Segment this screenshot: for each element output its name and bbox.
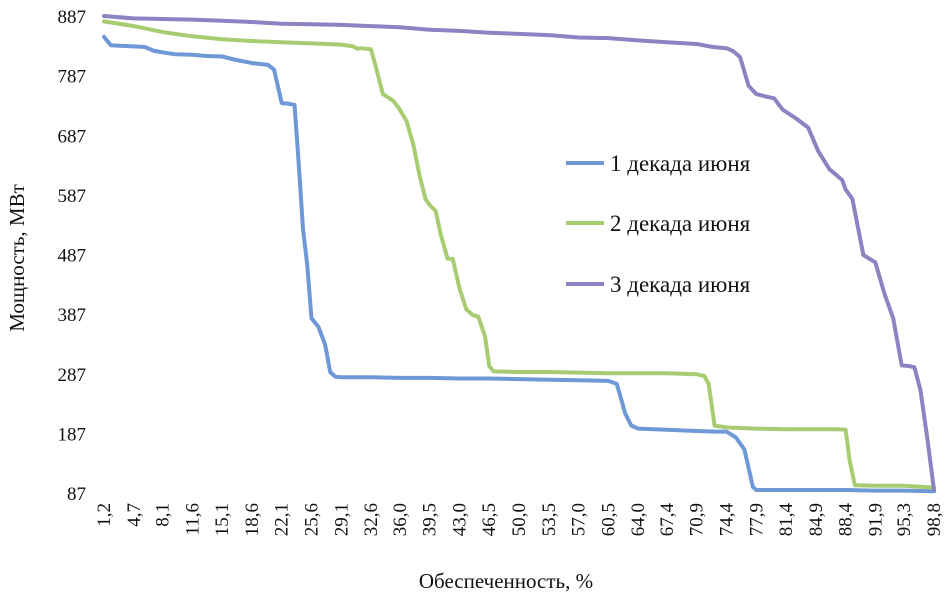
x-tick-label: 36,0: [390, 503, 411, 536]
x-tick-label: 32,6: [361, 503, 382, 536]
x-tick-label: 1,2: [94, 503, 115, 527]
x-tick-label: 77,9: [746, 503, 767, 536]
legend: 1 декада июня 2 декада июня 3 декада июня: [566, 151, 751, 297]
series-layer: [102, 14, 936, 494]
x-tick-label: 70,9: [687, 503, 708, 536]
x-tick-label: 57,0: [569, 503, 590, 536]
x-tick-label: 18,6: [242, 503, 263, 536]
series-line-1: [102, 34, 936, 494]
y-tick-label: 487: [58, 246, 87, 267]
x-tick-label: 95,3: [894, 503, 915, 536]
y-tick-label: 387: [58, 305, 87, 326]
x-tick-label: 4,7: [124, 503, 145, 527]
x-tick-label: 43,0: [449, 503, 470, 536]
series-line-2: [102, 19, 936, 490]
x-tick-label: 46,5: [479, 503, 500, 536]
y-tick-label: 87: [67, 484, 86, 505]
y-tick-label: 687: [58, 126, 87, 147]
x-tick-label: 67,4: [657, 503, 678, 537]
x-tick-label: 81,4: [776, 503, 797, 537]
y-tick-label: 887: [58, 7, 87, 28]
x-tick-label: 84,9: [806, 503, 827, 536]
legend-label-2: 2 декада июня: [610, 211, 751, 236]
x-tick-label: 8,1: [153, 503, 174, 527]
x-tick-label: 88,4: [836, 503, 857, 537]
x-tick-label: 25,6: [302, 503, 323, 536]
legend-label-3: 3 декада июня: [610, 272, 751, 297]
x-tick-label: 11,6: [182, 503, 203, 536]
legend-label-1: 1 декада июня: [610, 151, 751, 176]
y-axis-ticks: 887 787 687 587 487 387 287 187 87: [58, 7, 87, 505]
x-axis-ticks: 1,2 4,7 8,1 11,6 15,1 18,6 22,1 25,6 29,1 32,6 36,…: [94, 503, 945, 537]
x-tick-label: 53,5: [539, 503, 560, 536]
series-line-3: [102, 14, 936, 492]
x-tick-label: 64,0: [628, 503, 649, 536]
y-tick-label: 287: [58, 365, 87, 386]
x-tick-label: 60,5: [598, 503, 619, 536]
y-axis-title: Мощность, МВт: [5, 184, 29, 332]
x-tick-label: 39,5: [420, 503, 441, 536]
x-tick-label: 22,1: [272, 503, 293, 536]
x-axis-title: Обеспеченность, %: [419, 569, 593, 593]
x-tick-label: 50,0: [509, 503, 530, 536]
y-tick-label: 587: [58, 186, 87, 207]
x-tick-label: 29,1: [331, 503, 352, 536]
x-tick-label: 98,8: [924, 503, 945, 536]
x-tick-label: 15,1: [212, 503, 233, 536]
y-tick-label: 787: [58, 67, 87, 88]
x-tick-label: 91,9: [865, 503, 886, 536]
y-tick-label: 187: [58, 424, 87, 445]
x-tick-label: 74,4: [717, 503, 738, 537]
